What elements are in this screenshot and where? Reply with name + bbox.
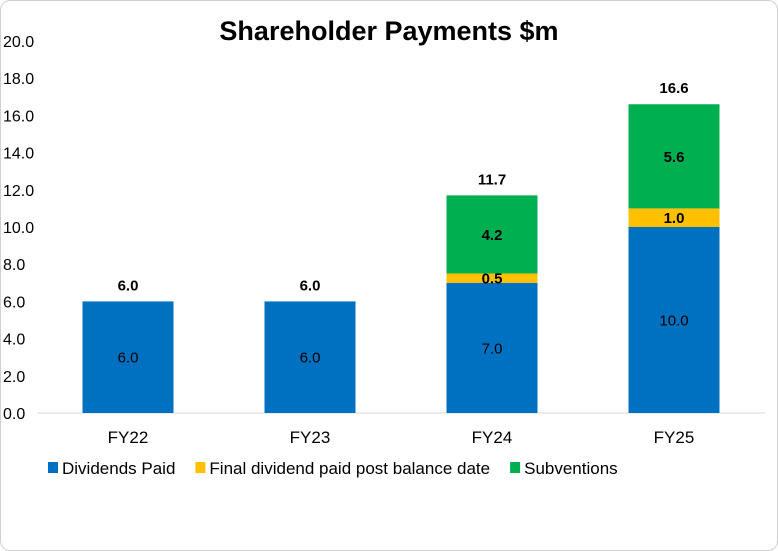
bar-segment-dividends-paid xyxy=(82,301,174,413)
total-data-label: 11.7 xyxy=(478,171,506,188)
y-tick-label: 10.0 xyxy=(3,220,34,237)
legend-label: Subventions xyxy=(524,459,618,478)
legend-label: Dividends Paid xyxy=(62,459,175,478)
y-tick-label: 6.0 xyxy=(3,294,25,311)
y-tick-label: 0.0 xyxy=(3,406,25,423)
bar-segment-final-dividend-paid-post-balance-date xyxy=(628,208,720,227)
segment-data-label: 6.0 xyxy=(300,350,321,367)
segment-data-label: 1.0 xyxy=(664,210,685,227)
total-data-label: 16.6 xyxy=(659,80,688,97)
y-tick-label: 20.0 xyxy=(3,34,34,51)
y-tick-label: 2.0 xyxy=(3,369,25,386)
bar-segment-dividends-paid xyxy=(446,282,538,413)
total-data-label: 6.0 xyxy=(118,277,139,294)
bar-segment-dividends-paid xyxy=(628,227,720,413)
y-tick-label: 8.0 xyxy=(3,257,25,274)
y-tick-label: 4.0 xyxy=(3,332,25,349)
chart-title: Shareholder Payments $m xyxy=(219,16,558,46)
segment-data-label: 4.2 xyxy=(482,227,503,244)
segment-data-label: 5.6 xyxy=(664,149,685,166)
legend-swatch xyxy=(510,462,521,473)
legend-swatch xyxy=(48,462,58,473)
bar-segment-final-dividend-paid-post-balance-date xyxy=(446,273,538,283)
bar-segment-subventions xyxy=(446,195,538,274)
segment-data-label: 6.0 xyxy=(118,350,139,367)
x-tick-label: FY24 xyxy=(472,428,513,447)
x-tick-label: FY25 xyxy=(654,428,695,447)
y-tick-label: 12.0 xyxy=(3,183,34,200)
y-tick-label: 16.0 xyxy=(3,108,34,125)
legend-label: Final dividend paid post balance date xyxy=(209,459,490,478)
y-tick-label: 18.0 xyxy=(3,71,34,88)
legend-swatch xyxy=(195,462,206,473)
bar-segment-dividends-paid xyxy=(264,301,356,413)
x-tick-label: FY23 xyxy=(290,428,331,447)
segment-data-label: 10.0 xyxy=(659,313,688,330)
bar-segment-subventions xyxy=(628,104,720,209)
segment-data-label: 7.0 xyxy=(482,340,503,357)
y-tick-label: 14.0 xyxy=(3,146,34,163)
total-data-label: 6.0 xyxy=(300,277,321,294)
x-tick-label: FY22 xyxy=(108,428,149,447)
segment-data-label: 0.5 xyxy=(482,271,503,288)
